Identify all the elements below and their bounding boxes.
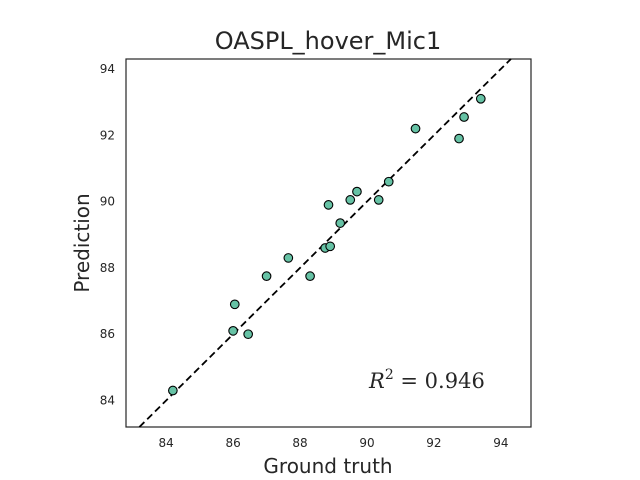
y-axis-ticks: 84 86 88 90 92 94 <box>100 62 115 408</box>
scatter-point <box>454 133 464 144</box>
y-tick-label: 94 <box>100 62 115 76</box>
r-squared-symbol: R <box>368 369 385 393</box>
scatter-point <box>335 218 346 228</box>
y-tick-label: 86 <box>100 327 115 341</box>
scatter-point <box>243 329 254 340</box>
identity-reference-line <box>138 58 512 428</box>
y-tick-label: 92 <box>100 128 115 142</box>
x-tick-label: 92 <box>426 436 441 450</box>
data-points <box>168 93 486 396</box>
scatter-point <box>475 93 486 104</box>
scatter-point <box>168 385 178 396</box>
scatter-point <box>373 195 384 205</box>
r-squared-value: = 0.946 <box>394 369 485 393</box>
scatter-point <box>323 200 334 210</box>
x-tick-label: 94 <box>493 436 508 450</box>
scatter-point <box>325 241 336 252</box>
y-axis-label: Prediction <box>70 193 94 292</box>
y-tick-label: 84 <box>100 393 115 407</box>
scatter-point <box>261 271 272 282</box>
scatter-point <box>410 123 421 134</box>
scatter-point <box>229 299 240 310</box>
scatter-point <box>383 176 394 187</box>
scatter-point <box>345 195 356 205</box>
r-squared-annotation: R2 = 0.946 <box>368 367 485 393</box>
scatter-point <box>228 326 238 336</box>
x-tick-label: 90 <box>359 436 374 450</box>
y-tick-label: 90 <box>100 195 115 209</box>
chart-title: OASPL_hover_Mic1 <box>215 27 442 55</box>
x-tick-label: 86 <box>225 436 240 450</box>
x-tick-label: 88 <box>292 436 307 450</box>
x-axis-ticks: 84 86 88 90 92 94 <box>159 436 509 450</box>
r-squared-exponent: 2 <box>385 367 394 383</box>
x-tick-label: 84 <box>159 436 174 450</box>
scatter-point <box>305 271 315 282</box>
scatter-point <box>283 253 294 263</box>
x-axis-label: Ground truth <box>263 454 392 478</box>
scatter-point <box>352 186 362 197</box>
y-tick-label: 88 <box>100 261 115 275</box>
scatter-point <box>459 112 469 122</box>
